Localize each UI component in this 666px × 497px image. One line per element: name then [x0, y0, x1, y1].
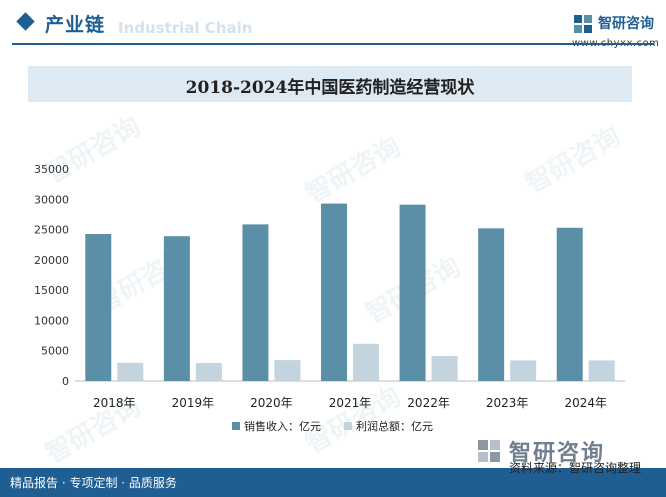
footer-bar: 精品报告 · 专项定制 · 品质服务: [0, 468, 666, 497]
y-tick-label: 5000: [41, 345, 69, 358]
legend-swatch: [344, 422, 352, 430]
header-subtitle: Industrial Chain: [118, 19, 253, 37]
bar-profit: [117, 362, 144, 381]
x-tick-label: 2020年: [250, 396, 293, 410]
x-tick-label: 2023年: [486, 396, 529, 410]
x-axis: 2018年 2019年 2020年 2021年 2022年 2023年 2024年: [93, 396, 607, 410]
x-tick-label: 2018年: [93, 396, 136, 410]
x-tick-label: 2024年: [564, 396, 607, 410]
bar-revenue: [85, 234, 112, 381]
legend-swatch: [232, 422, 240, 430]
x-tick-label: 2019年: [172, 396, 215, 410]
y-tick-label: 15000: [34, 284, 69, 297]
bar-profit: [195, 362, 222, 381]
y-tick-label: 10000: [34, 314, 69, 327]
bar-revenue: [163, 236, 190, 381]
bars: [85, 203, 615, 381]
bar-revenue: [556, 227, 583, 381]
legend-label: 利润总额：亿元: [356, 419, 433, 433]
header-title: 产业链: [45, 14, 106, 36]
bar-profit: [353, 343, 379, 381]
bar-revenue: [399, 204, 426, 381]
x-tick-label: 2021年: [329, 396, 372, 410]
y-tick-label: 35000: [34, 163, 69, 176]
y-tick-label: 0: [62, 375, 69, 388]
brand-logo-icon: [574, 15, 592, 33]
y-tick-label: 25000: [34, 224, 69, 237]
page-header: Industrial Chain 产业链 智研咨询 www.chyxx.com: [0, 0, 666, 49]
chart-title: 2018-2024年中国医药制造经营现状: [185, 78, 475, 98]
y-tick-label: 20000: [34, 254, 69, 267]
bar-profit: [274, 360, 301, 381]
bar-profit: [431, 356, 458, 381]
bar-profit: [588, 360, 615, 381]
data-source: 资料来源：智研咨询整理: [509, 461, 642, 475]
bar-revenue: [242, 224, 269, 381]
bar-chart: 0 5000 10000 15000 20000 25000 30000 35000 2018…: [34, 163, 625, 433]
y-tick-label: 30000: [34, 193, 69, 206]
footer-brand: 智研咨询: [509, 441, 606, 466]
legend-label: 销售收入：亿元: [244, 419, 321, 433]
bar-profit: [510, 360, 537, 381]
chart-title-band: 2018-2024年中国医药制造经营现状: [28, 66, 632, 102]
bar-revenue: [321, 203, 347, 381]
header-divider: [12, 43, 654, 45]
brand-name: 智研咨询: [598, 16, 654, 32]
x-tick-label: 2022年: [407, 396, 450, 410]
bar-revenue: [478, 228, 505, 381]
footer-logo-icon: [478, 440, 500, 462]
legend: 销售收入：亿元 利润总额：亿元: [232, 419, 433, 433]
footer-slogan: 精品报告 · 专项定制 · 品质服务: [10, 476, 177, 490]
